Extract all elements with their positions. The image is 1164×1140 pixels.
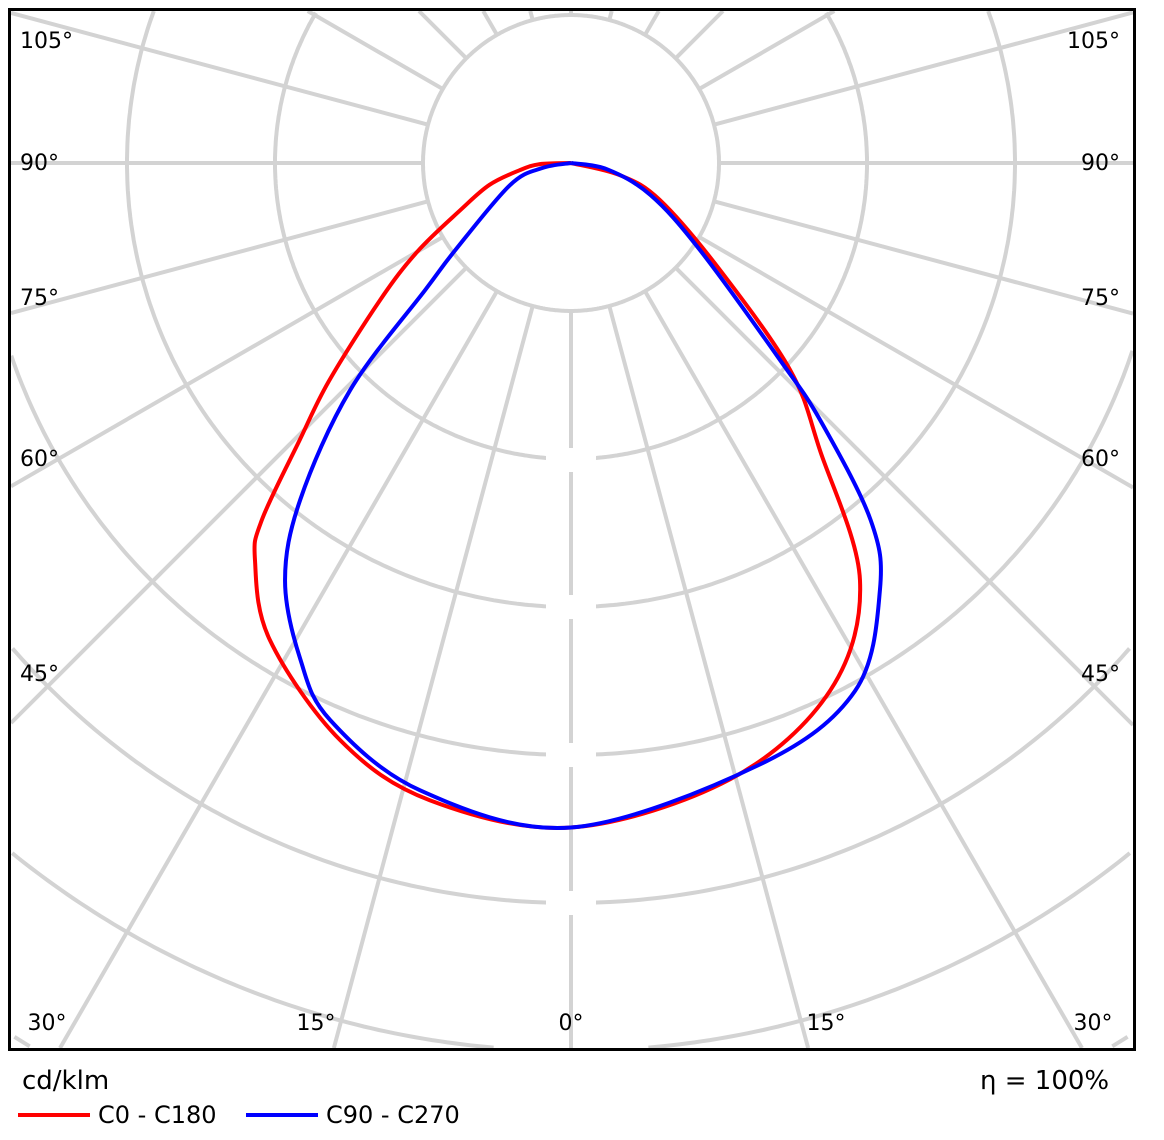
- grid-spoke: [713, 10, 1134, 127]
- series-line-c90-c270: [283, 161, 883, 831]
- unit-label: cd/klm: [22, 1066, 110, 1096]
- angle-label-bottom: 30°: [1074, 1011, 1113, 1036]
- grid-ring: [11, 647, 1131, 905]
- legend-item-c0: C0 - C180: [18, 1101, 217, 1129]
- grid-spoke: [698, 9, 836, 91]
- grid-spoke: [9, 235, 444, 489]
- grid-spoke: [713, 199, 1134, 316]
- grid-spoke: [306, 9, 444, 91]
- radial-label-blank: [546, 448, 596, 472]
- legend-label: C0 - C180: [98, 1101, 217, 1129]
- legend-swatch-blue: [246, 1113, 318, 1117]
- series-line-c0-c180: [252, 161, 863, 830]
- angle-label-bottom: 30°: [28, 1011, 67, 1036]
- angle-label-left: 45°: [20, 662, 59, 687]
- angle-label-right: 60°: [1081, 447, 1120, 472]
- legend-label: C90 - C270: [326, 1101, 460, 1129]
- grid-ring: [9, 350, 1135, 757]
- legend-swatch-red: [18, 1113, 90, 1117]
- radial-label-blank: [546, 743, 596, 767]
- angle-labels: 105° 90° 75° 60° 45° 105° 90° 75° 60° 45° 30° 15° 0°…: [20, 29, 1120, 1036]
- radial-label-blank: [546, 891, 596, 915]
- angle-label-right: 90°: [1081, 151, 1120, 176]
- grid-spoke: [9, 266, 468, 725]
- angle-label-bottom: 15°: [297, 1011, 336, 1036]
- angle-label-right: 105°: [1067, 29, 1120, 54]
- grid-spoke: [331, 305, 535, 1049]
- legend-item-c90: C90 - C270: [246, 1101, 460, 1129]
- angle-label-bottom: 15°: [807, 1011, 846, 1036]
- grid-spoke: [607, 10, 614, 21]
- grid-spoke: [643, 9, 661, 36]
- angle-label-right: 45°: [1081, 662, 1120, 687]
- grid-spoke: [481, 10, 499, 36]
- angle-label-left: 75°: [20, 286, 59, 311]
- grid-spoke: [607, 305, 811, 1049]
- radial-label-blank: [546, 595, 596, 619]
- grid-ring: [125, 10, 1017, 609]
- grid-spoke: [10, 199, 429, 315]
- angle-label-bottom: 0°: [559, 1011, 584, 1036]
- grid-spoke: [58, 290, 499, 1049]
- plot-frame: [8, 8, 1136, 1051]
- grid-ring: [13, 1035, 1129, 1049]
- efficiency-label: η = 100%: [980, 1066, 1110, 1096]
- curves: [252, 161, 883, 831]
- grid-spoke: [528, 10, 535, 21]
- angle-label-left: 90°: [20, 151, 59, 176]
- grid-spoke: [674, 266, 1135, 727]
- grid-spoke: [417, 9, 468, 60]
- grid-spoke: [674, 9, 725, 60]
- grid-spoke: [643, 290, 1084, 1049]
- grid-spoke: [10, 11, 429, 127]
- grid-ring: [10, 851, 1132, 1050]
- angle-label-left: 60°: [20, 447, 59, 472]
- angle-label-right: 75°: [1081, 286, 1120, 311]
- grid: [9, 9, 1135, 1050]
- grid-spoke: [698, 235, 1135, 490]
- angle-label-left: 105°: [20, 29, 73, 54]
